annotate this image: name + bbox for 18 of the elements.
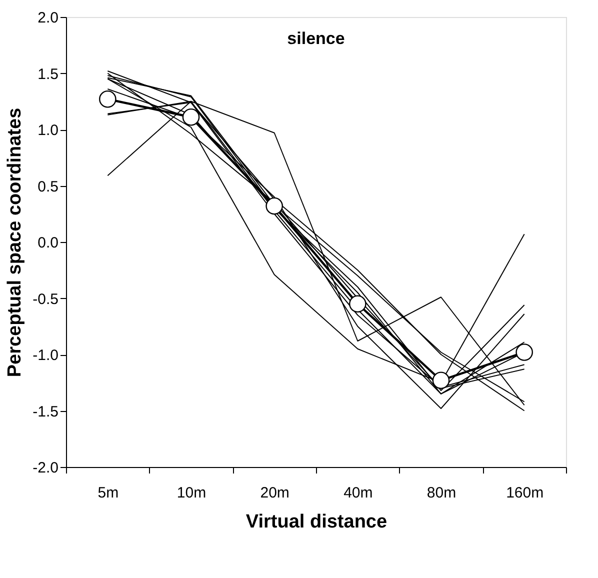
y-tick-label: 2.0	[38, 10, 58, 26]
y-tick-label: 0.5	[38, 178, 58, 196]
x-tick-label: 10m	[176, 484, 206, 502]
y-tick-label: -1.5	[32, 403, 58, 420]
x-axis-title: Virtual distance	[246, 512, 388, 532]
text: silence	[287, 29, 345, 48]
y-tick-label: -1.0	[32, 347, 58, 364]
y-tick-label: -0.5	[32, 290, 58, 308]
x-tick-label: 40m	[344, 484, 373, 502]
y-tick-label: 0.0	[38, 234, 58, 252]
x-tick-label: 20m	[260, 484, 290, 502]
y-tick-label: 1.5	[38, 66, 58, 83]
y-tick-label: 1.0	[38, 122, 58, 139]
y-tick-label: -2.0	[32, 460, 58, 476]
x-tick-label: 160m	[506, 484, 544, 502]
x-tick-label: 5m	[98, 484, 119, 502]
x-tick-label: 80m	[426, 484, 456, 502]
y-axis-title: Perceptual space coordinates	[4, 108, 26, 378]
